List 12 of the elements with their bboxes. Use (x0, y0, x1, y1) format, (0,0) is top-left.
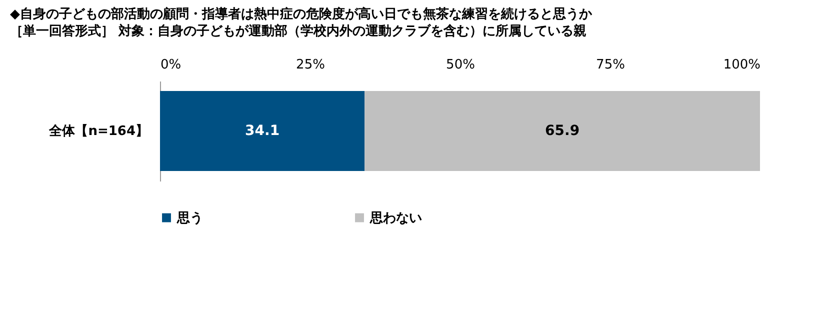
data-label: 65.9 (545, 123, 580, 139)
legend-label: 思う (176, 210, 203, 226)
x-tick-label: 25% (296, 58, 325, 72)
chart-subtitle: ［単一回答形式］ 対象：自身の子どもが運動部（学校内外の運動クラブを含む）に所属している親 (10, 23, 587, 39)
x-tick-label: 75% (596, 58, 625, 72)
data-label: 34.1 (245, 123, 280, 139)
legend-label: 思わない (369, 210, 422, 226)
x-tick-label: 50% (446, 58, 475, 72)
x-tick-label: 100% (723, 58, 760, 72)
y-tick-label: 全体【n=164】 (48, 123, 148, 139)
x-tick-label: 0% (160, 58, 182, 72)
chart-title: ◆自身の子どもの部活動の顧問・指導者は熱中症の危険度が高い日でも無茶な練習を続けると思うか (10, 6, 593, 22)
